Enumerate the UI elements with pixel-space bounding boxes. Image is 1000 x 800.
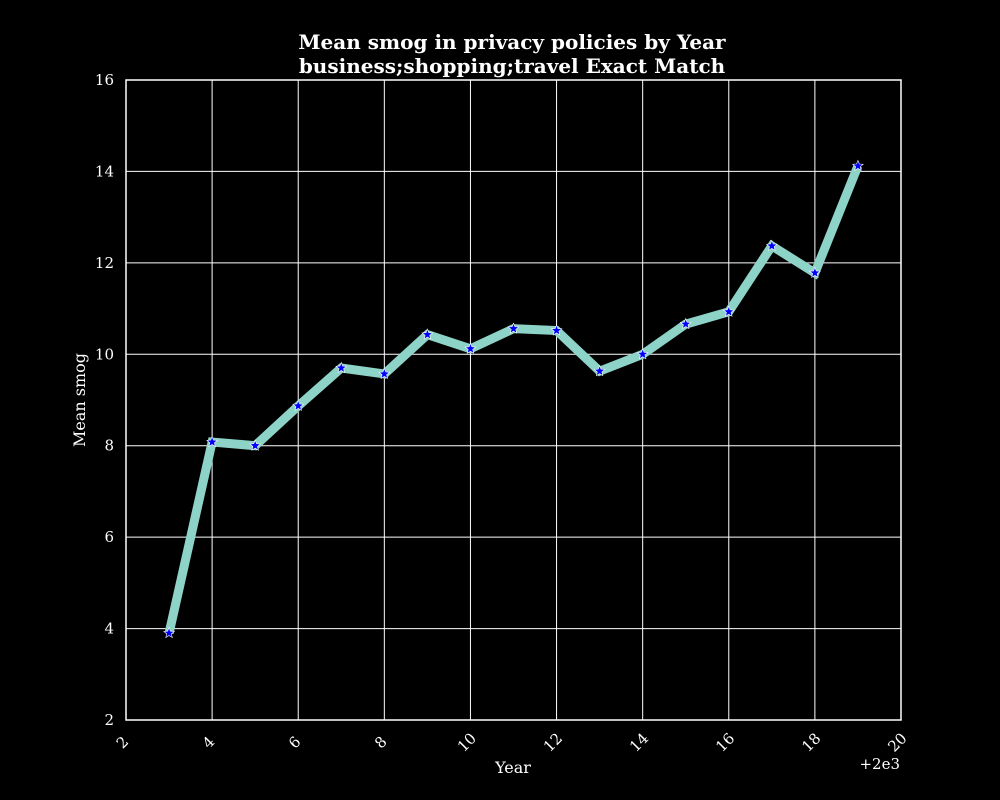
plot-area-frame	[125, 79, 902, 721]
x-axis-label: Year	[494, 758, 531, 777]
y-tick-label: 14	[95, 162, 114, 180]
data-point	[851, 159, 864, 172]
data-point	[722, 305, 735, 317]
data-point	[335, 361, 348, 374]
data-point	[636, 347, 649, 360]
y-tick-label: 2	[104, 711, 114, 729]
x-axis-offset-label: +2e3	[859, 755, 900, 773]
data-point	[808, 266, 821, 279]
y-axis-ticks: 2 4 6 8 10 12 14 16	[95, 71, 114, 729]
data-point	[550, 324, 563, 336]
y-tick-label: 8	[104, 437, 114, 455]
data-point	[163, 626, 176, 639]
y-tick-label: 16	[95, 71, 114, 89]
y-tick-label: 6	[104, 528, 114, 546]
chart-subtitle: business;shopping;travel Exact Match	[299, 54, 726, 78]
series-group	[163, 159, 864, 639]
data-point	[249, 439, 262, 451]
y-tick-label: 12	[95, 254, 114, 272]
data-point	[765, 239, 778, 252]
data-point	[679, 317, 692, 330]
data-point	[593, 364, 606, 377]
data-point	[378, 367, 391, 380]
data-point	[464, 342, 477, 354]
chart-title: Mean smog in privacy policies by Year	[298, 30, 726, 54]
data-point	[421, 328, 434, 340]
y-axis-label: Mean smog	[70, 353, 89, 447]
data-point	[292, 399, 305, 412]
y-tick-label: 10	[95, 345, 114, 363]
data-point	[206, 435, 219, 448]
data-point	[507, 322, 520, 334]
y-tick-label: 4	[104, 620, 114, 638]
